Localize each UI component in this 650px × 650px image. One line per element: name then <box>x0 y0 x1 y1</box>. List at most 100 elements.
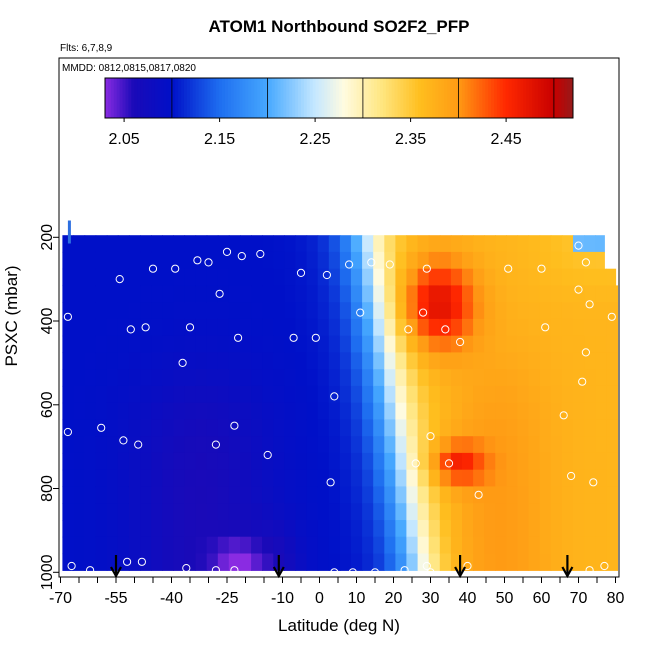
heatmap-cell <box>295 402 308 421</box>
x-tick-label: 50 <box>496 590 514 607</box>
heatmap-cell <box>539 251 552 270</box>
heatmap-cell <box>339 452 352 471</box>
heatmap-cell <box>606 452 618 471</box>
heatmap-cell <box>339 285 352 303</box>
heatmap-cell <box>240 536 252 555</box>
heatmap-cell <box>151 436 163 454</box>
heatmap-cell <box>173 318 186 337</box>
colorbar-segment <box>122 78 126 118</box>
heatmap-cell <box>106 436 119 454</box>
colorbar-segment <box>236 78 241 118</box>
colorbar-segment <box>105 78 109 118</box>
heatmap-cell <box>528 469 541 488</box>
heatmap-cell <box>317 235 330 253</box>
heatmap-cell <box>328 285 341 303</box>
heatmap-cell <box>362 385 374 404</box>
heatmap-cell <box>450 235 463 253</box>
heatmap-cell <box>73 503 86 521</box>
heatmap-cell <box>584 452 596 471</box>
heatmap-cell <box>228 520 241 538</box>
heatmap-cell <box>473 385 485 404</box>
colorbar-segment <box>564 78 568 118</box>
heatmap-cell <box>350 436 363 454</box>
heatmap-cell <box>240 419 252 437</box>
heatmap-cell <box>317 369 330 387</box>
colorbar-segment <box>201 78 205 118</box>
heatmap-cell <box>573 335 585 354</box>
sample-point <box>230 421 239 430</box>
heatmap-cell <box>495 335 507 354</box>
heatmap-cell <box>395 369 408 387</box>
sample-point <box>444 459 454 468</box>
heatmap-cell <box>428 385 441 404</box>
colorbar-segment <box>224 78 229 118</box>
heatmap-cell <box>151 469 163 488</box>
heatmap-cell <box>384 469 396 488</box>
heatmap-cell <box>62 235 75 253</box>
heatmap-cell <box>106 335 119 354</box>
colorbar-segment <box>230 78 235 118</box>
heatmap-cell <box>339 385 352 404</box>
heatmap-cell <box>317 302 330 320</box>
heatmap-cell <box>606 369 618 387</box>
heatmap-cell <box>262 285 274 303</box>
heatmap-cell <box>73 369 86 387</box>
heatmap-cell <box>528 536 541 555</box>
heatmap-cell <box>350 385 363 404</box>
sample-point <box>182 564 191 573</box>
heatmap-cell <box>373 536 385 555</box>
heatmap-cell <box>251 452 263 471</box>
heatmap-cell <box>550 352 563 370</box>
heatmap-cell <box>484 268 496 287</box>
colorbar-segment <box>470 78 475 118</box>
heatmap-cell <box>506 302 519 320</box>
heatmap-cell <box>173 503 186 521</box>
sample-point <box>222 247 232 256</box>
heatmap-cell <box>217 536 230 555</box>
heatmap-cell <box>595 469 607 488</box>
heatmap-cell <box>428 285 441 303</box>
heatmap-cell <box>151 235 163 253</box>
heatmap-cell <box>395 486 408 504</box>
sample-point <box>600 561 609 571</box>
heatmap-cell <box>73 285 86 303</box>
chart-title: ATOM1 Northbound SO2F2_PFP <box>209 17 470 36</box>
heatmap-cell <box>462 302 474 320</box>
heatmap-cell <box>184 335 197 354</box>
heatmap-cell <box>506 335 519 354</box>
heatmap-cell <box>561 251 574 270</box>
heatmap-cell <box>584 268 596 287</box>
heatmap-cell <box>206 268 219 287</box>
flights-subtitle: Flts: 6,7,8,9 <box>60 43 113 54</box>
heatmap-cell <box>595 419 607 437</box>
heatmap-cell <box>584 503 596 521</box>
colorbar-segment <box>248 78 252 118</box>
heatmap-cell <box>406 352 419 370</box>
heatmap-cell <box>462 369 474 387</box>
heatmap-cell <box>484 285 496 303</box>
heatmap-cell <box>184 385 197 404</box>
heatmap-cell <box>417 419 430 437</box>
heatmap-cell <box>328 385 341 404</box>
heatmap-cell <box>439 268 452 287</box>
heatmap-cell <box>561 402 574 421</box>
heatmap-cell <box>606 436 618 454</box>
heatmap-cell <box>517 352 530 370</box>
sample-point <box>348 568 357 577</box>
heatmap-cell <box>162 553 174 571</box>
heatmap-cell <box>106 520 119 538</box>
heatmap-cell <box>528 419 541 437</box>
heatmap-cell <box>417 385 430 404</box>
sample-point <box>585 300 594 309</box>
heatmap-cell <box>373 419 385 437</box>
heatmap-cell <box>339 352 352 370</box>
heatmap-cell <box>128 553 141 571</box>
heatmap-cell <box>95 436 108 454</box>
heatmap-cell <box>406 285 419 303</box>
heatmap-cell <box>217 469 230 488</box>
heatmap-cell <box>517 536 530 555</box>
heatmap-cell <box>450 503 463 521</box>
heatmap-cell <box>506 402 519 421</box>
heatmap-cell <box>450 335 463 354</box>
